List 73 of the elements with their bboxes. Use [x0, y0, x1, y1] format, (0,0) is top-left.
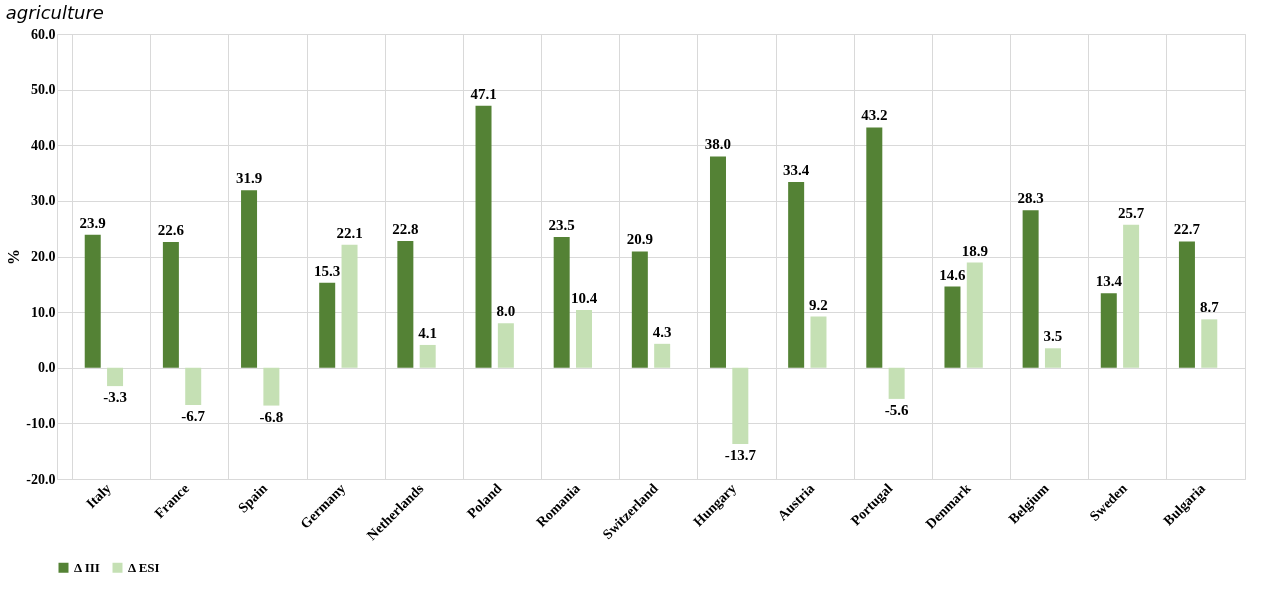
data-label: 8.7 [1199, 299, 1220, 316]
bar [241, 190, 258, 368]
bar [944, 286, 961, 368]
bar [1022, 210, 1039, 368]
data-label: 28.3 [1017, 190, 1044, 207]
data-label: 3.5 [1043, 328, 1063, 345]
y-axis-title: % [5, 249, 23, 265]
data-label: 47.1 [470, 85, 497, 102]
y-tick-label: -10.0 [26, 415, 56, 431]
y-tick-label: -20.0 [26, 471, 56, 487]
chart-title: agriculture [5, 2, 104, 23]
bar [576, 309, 593, 368]
data-label: -6.7 [181, 408, 206, 425]
bar [631, 251, 648, 368]
bar [107, 367, 124, 387]
bar [263, 367, 280, 406]
bar [497, 323, 514, 368]
bar [732, 367, 749, 444]
y-tick-label: 40.0 [31, 137, 56, 153]
y-tick-label: 0.0 [38, 360, 56, 376]
data-label: -5.6 [884, 401, 910, 418]
bar [341, 244, 358, 368]
data-label: -3.3 [103, 389, 127, 406]
data-label: 10.4 [570, 289, 598, 306]
data-label: 9.2 [809, 296, 828, 313]
data-label: 15.3 [314, 262, 341, 279]
data-label: 31.9 [235, 170, 263, 187]
data-label: 14.6 [939, 266, 967, 283]
y-tick-label: 50.0 [31, 82, 56, 98]
data-label: 33.4 [783, 161, 810, 178]
y-tick-label: 30.0 [31, 193, 56, 209]
y-tick-label: 60.0 [31, 26, 56, 42]
data-label: 8.0 [496, 303, 516, 320]
y-tick-label: 20.0 [31, 249, 56, 264]
bar [810, 316, 827, 368]
bar [84, 234, 101, 368]
bar [1201, 319, 1218, 368]
data-label: 18.9 [961, 242, 988, 259]
data-label: 4.1 [418, 324, 438, 341]
bar [654, 343, 671, 368]
data-label: 25.7 [1117, 204, 1145, 221]
bar [553, 237, 570, 368]
bar [1123, 224, 1140, 368]
bar [788, 181, 805, 368]
legend-label: Δ ESI [128, 559, 160, 575]
bar [162, 242, 179, 368]
bar [888, 367, 905, 399]
data-label: 22.1 [336, 224, 363, 241]
data-label: 38.0 [704, 136, 732, 153]
bar [1044, 348, 1061, 368]
bar [866, 127, 883, 368]
y-tick-label: 10.0 [31, 304, 56, 320]
bar [475, 105, 492, 368]
bar [419, 344, 436, 368]
data-label: -6.8 [259, 408, 284, 425]
legend-label: Δ III [74, 559, 100, 575]
data-label: 23.9 [79, 214, 106, 231]
data-label: 23.5 [548, 217, 575, 234]
bar [1178, 241, 1195, 368]
data-label: 20.9 [626, 231, 653, 248]
data-label: 43.2 [861, 107, 888, 124]
data-label: 13.4 [1095, 273, 1123, 290]
data-label: 22.6 [157, 222, 185, 239]
data-label: -13.7 [724, 446, 757, 463]
bar [185, 367, 202, 406]
bar [966, 262, 983, 368]
data-label: 22.7 [1173, 221, 1201, 238]
data-label: 22.8 [392, 220, 419, 237]
bar [319, 282, 336, 368]
bar [1100, 293, 1117, 368]
bar [709, 156, 726, 368]
data-label: 4.3 [652, 323, 672, 340]
bar [397, 240, 414, 368]
